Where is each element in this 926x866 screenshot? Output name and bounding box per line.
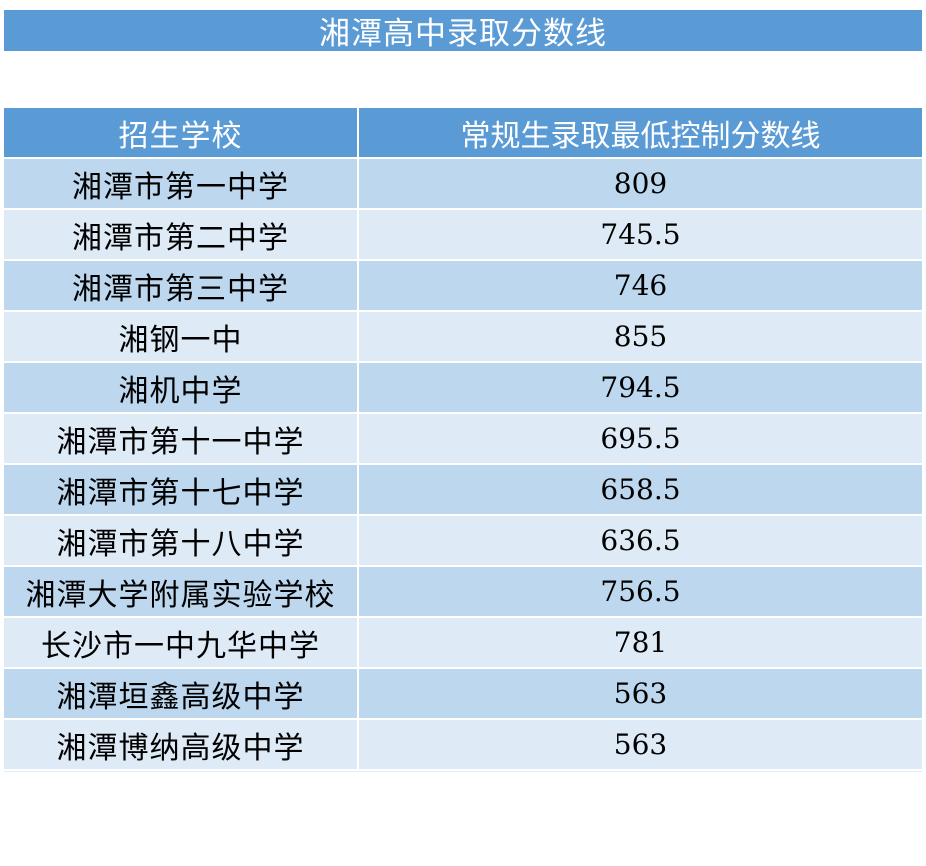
school-cell: 湘钢一中 bbox=[4, 312, 359, 363]
school-cell: 长沙市一中九华中学 bbox=[4, 618, 359, 669]
table-row: 湘潭市第十八中学 636.5 bbox=[4, 516, 922, 567]
score-cell: 781 bbox=[359, 618, 922, 669]
score-cell: 756.5 bbox=[359, 567, 922, 618]
school-cell: 湘潭市第二中学 bbox=[4, 210, 359, 261]
table-header-row: 招生学校 常规生录取最低控制分数线 bbox=[4, 108, 922, 159]
school-cell: 湘潭市第三中学 bbox=[4, 261, 359, 312]
blank-footer-area bbox=[4, 771, 922, 863]
school-cell: 湘潭垣鑫高级中学 bbox=[4, 669, 359, 720]
score-cell: 855 bbox=[359, 312, 922, 363]
page-title: 湘潭高中录取分数线 bbox=[4, 10, 922, 52]
table-row: 湘机中学 794.5 bbox=[4, 363, 922, 414]
school-cell: 湘潭市第十一中学 bbox=[4, 414, 359, 465]
school-cell: 湘潭博纳高级中学 bbox=[4, 720, 359, 771]
table-row: 湘潭市第三中学 746 bbox=[4, 261, 922, 312]
score-cell: 636.5 bbox=[359, 516, 922, 567]
school-cell: 湘潭市第十七中学 bbox=[4, 465, 359, 516]
score-cell: 809 bbox=[359, 159, 922, 210]
score-cell: 563 bbox=[359, 669, 922, 720]
table-row: 湘潭垣鑫高级中学 563 bbox=[4, 669, 922, 720]
school-cell: 湘潭大学附属实验学校 bbox=[4, 567, 359, 618]
table-row: 湘潭博纳高级中学 563 bbox=[4, 720, 922, 771]
table-row: 湘潭大学附属实验学校 756.5 bbox=[4, 567, 922, 618]
score-cell: 658.5 bbox=[359, 465, 922, 516]
table-row: 湘潭市第十七中学 658.5 bbox=[4, 465, 922, 516]
table-row: 湘潭市第一中学 809 bbox=[4, 159, 922, 210]
score-cell: 695.5 bbox=[359, 414, 922, 465]
school-cell: 湘机中学 bbox=[4, 363, 359, 414]
header-score: 常规生录取最低控制分数线 bbox=[359, 108, 922, 159]
school-cell: 湘潭市第一中学 bbox=[4, 159, 359, 210]
table-row: 湘潭市第十一中学 695.5 bbox=[4, 414, 922, 465]
table-row: 长沙市一中九华中学 781 bbox=[4, 618, 922, 669]
score-cell: 794.5 bbox=[359, 363, 922, 414]
score-cell: 745.5 bbox=[359, 210, 922, 261]
school-cell: 湘潭市第十八中学 bbox=[4, 516, 359, 567]
score-cell: 746 bbox=[359, 261, 922, 312]
table-row: 湘钢一中 855 bbox=[4, 312, 922, 363]
header-school: 招生学校 bbox=[4, 108, 359, 159]
table-row: 湘潭市第二中学 745.5 bbox=[4, 210, 922, 261]
score-cell: 563 bbox=[359, 720, 922, 771]
score-table: 招生学校 常规生录取最低控制分数线 湘潭市第一中学 809 湘潭市第二中学 74… bbox=[4, 108, 922, 771]
